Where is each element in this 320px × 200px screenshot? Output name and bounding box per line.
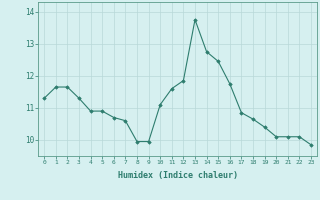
X-axis label: Humidex (Indice chaleur): Humidex (Indice chaleur) (118, 171, 238, 180)
